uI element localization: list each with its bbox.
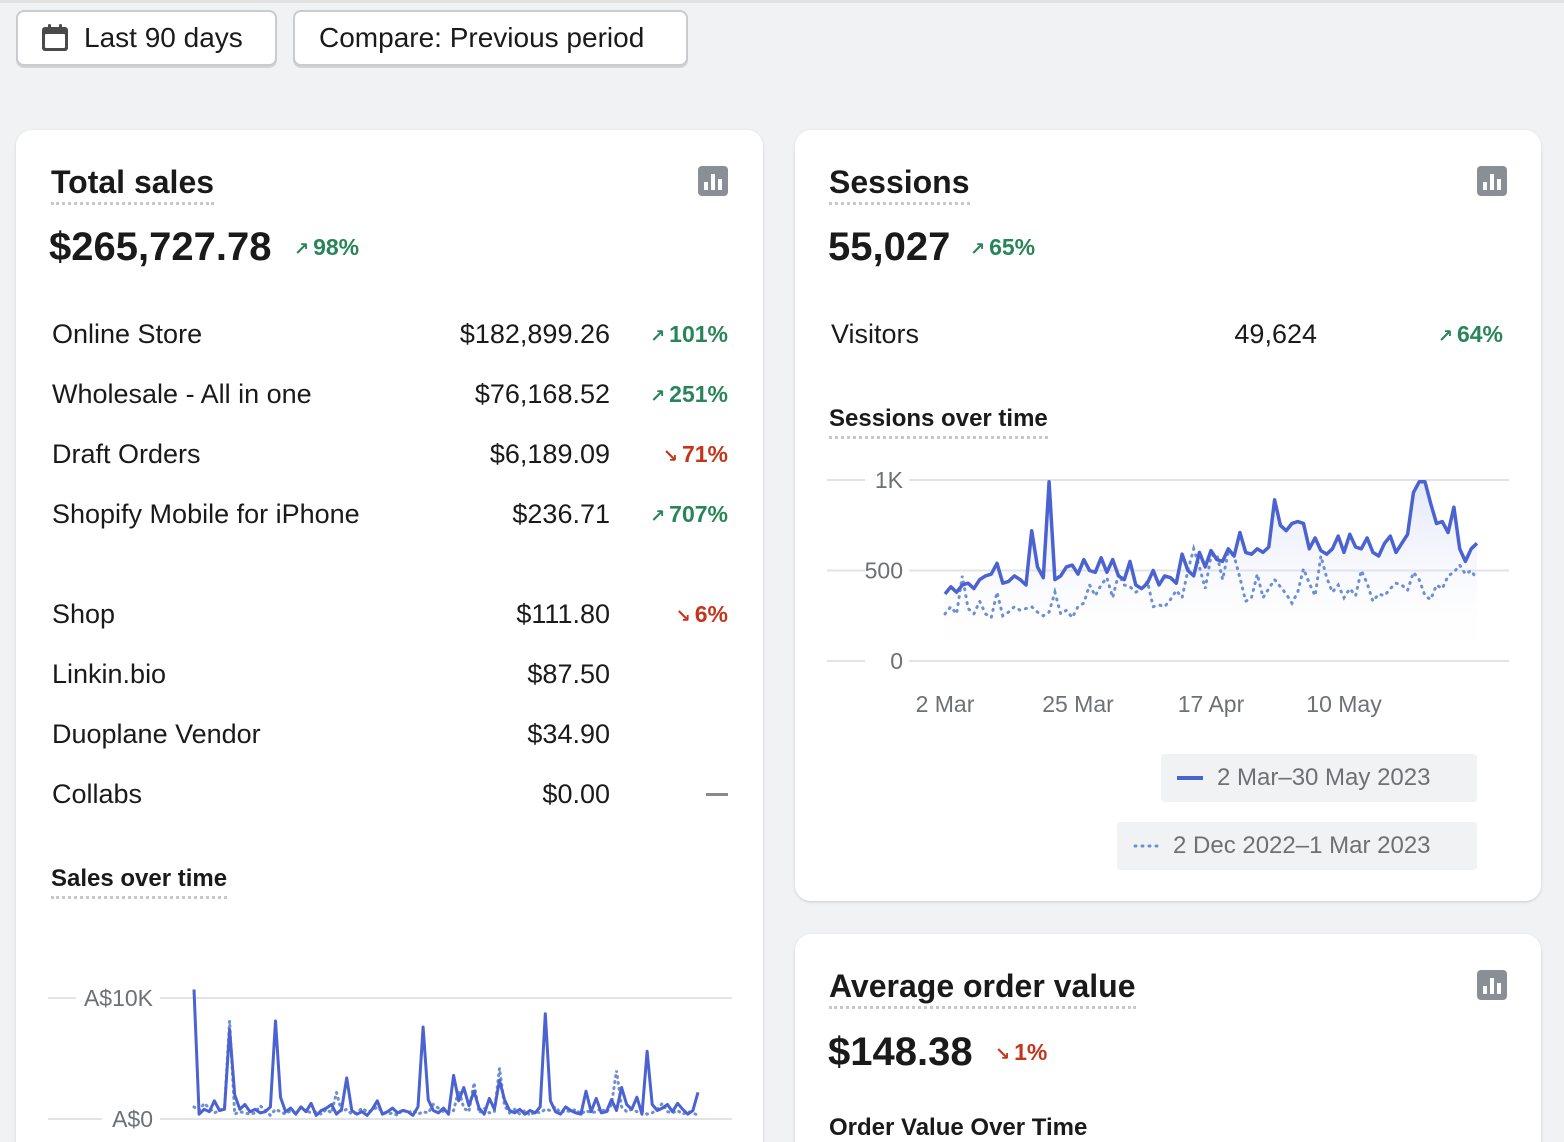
channel-value: $182,899.26 xyxy=(459,319,610,349)
date-range-button[interactable]: Last 90 days xyxy=(16,10,277,66)
channel-row: Online Store $182,899.26 ↗ 101% xyxy=(52,314,728,354)
channel-row: Shopify Mobile for iPhone $236.71 ↗ 707% xyxy=(52,494,728,534)
channel-value: $87.50 xyxy=(527,659,610,689)
date-range-label: Last 90 days xyxy=(84,22,243,53)
no-change-dash xyxy=(706,793,728,796)
total-sales-card: Total sales $265,727.78 ↗ 98% Online Stor… xyxy=(16,130,763,1142)
visitors-delta: ↗ 64% xyxy=(1437,321,1503,347)
sessions-chart-title[interactable]: Sessions over time xyxy=(829,405,1048,439)
channel-name: Shopify Mobile for iPhone xyxy=(52,499,360,529)
sessions-card: Sessions 55,027 ↗ 65% Visitors 49,624 ↗ 64… xyxy=(795,130,1541,901)
channel-name: Collabs xyxy=(52,779,143,809)
y-tick-label: 500 xyxy=(865,558,903,584)
up-arrow-icon: ↗ xyxy=(650,506,666,526)
up-arrow-icon: ↗ xyxy=(650,386,666,406)
bar-chart-icon[interactable] xyxy=(1477,970,1507,1000)
channel-name: Online Store xyxy=(52,319,203,349)
y-tick-0: A$0 xyxy=(112,1106,153,1132)
compare-label: Compare: Previous period xyxy=(319,22,645,53)
aov-title[interactable]: Average order value xyxy=(829,968,1136,1009)
channel-value: $0.00 xyxy=(542,779,610,809)
legend-previous-period[interactable]: 2 Dec 2022–1 Mar 2023 xyxy=(1117,822,1477,870)
total-sales-delta: ↗ 98% xyxy=(294,234,360,260)
average-order-value-card: Average order value $148.38 ↘ 1% Order Va… xyxy=(795,934,1541,1142)
current-period-area xyxy=(945,481,1477,661)
channel-row: Draft Orders $6,189.09 ↘ 71% xyxy=(52,434,728,474)
x-tick-label: 17 Apr xyxy=(1178,691,1245,717)
channel-change: ↘ 6% xyxy=(675,601,728,627)
sales-previous-line xyxy=(192,1020,700,1118)
visitors-row: Visitors 49,624 ↗ 64% xyxy=(831,314,1503,354)
legend-current-label: 2 Mar–30 May 2023 xyxy=(1217,764,1431,791)
channel-change: ↗ 707% xyxy=(650,501,728,527)
x-tick-label: 10 May xyxy=(1306,691,1382,717)
top-divider xyxy=(0,0,1564,3)
total-sales-value: $265,727.78 xyxy=(49,225,272,269)
channel-row: Shop $111.80 ↘ 6% xyxy=(52,594,728,634)
solid-line-swatch-icon xyxy=(1177,776,1203,780)
channel-change: ↗ 101% xyxy=(650,321,728,347)
up-arrow-icon: ↗ xyxy=(970,239,986,259)
aov-value: $148.38 xyxy=(828,1030,973,1074)
calendar-icon xyxy=(42,24,68,51)
down-arrow-icon: ↘ xyxy=(675,606,691,626)
sales-chart-title[interactable]: Sales over time xyxy=(51,865,228,899)
channel-name: Linkin.bio xyxy=(52,659,167,689)
up-arrow-icon: ↗ xyxy=(1437,326,1453,346)
bar-chart-icon[interactable] xyxy=(698,166,728,196)
channel-name: Shop xyxy=(52,599,116,629)
channel-row: Collabs $0.00 xyxy=(52,774,728,814)
channel-name: Duoplane Vendor xyxy=(52,719,261,749)
compare-button[interactable]: Compare: Previous period xyxy=(293,10,688,66)
sessions-title[interactable]: Sessions xyxy=(829,164,970,205)
visitors-value: 49,624 xyxy=(1234,319,1317,349)
sales-over-time-chart: A$10K A$0 xyxy=(48,984,732,1133)
channel-value: $6,189.09 xyxy=(489,439,610,469)
channel-value: $111.80 xyxy=(516,599,610,629)
visitors-label: Visitors xyxy=(831,319,920,349)
bar-chart-icon[interactable] xyxy=(1477,166,1507,196)
y-tick-10k: A$10K xyxy=(84,985,154,1011)
sales-current-line xyxy=(192,989,700,1117)
down-arrow-icon: ↘ xyxy=(995,1044,1011,1064)
channel-row: Duoplane Vendor $34.90 xyxy=(52,714,728,754)
channel-value: $34.90 xyxy=(527,719,610,749)
current-period-line xyxy=(943,480,1479,596)
y-tick-label: 0 xyxy=(890,648,903,674)
channel-row: Linkin.bio $87.50 xyxy=(52,654,728,694)
channel-value: $236.71 xyxy=(512,499,610,529)
x-tick-label: 25 Mar xyxy=(1042,691,1114,717)
channel-value: $76,168.52 xyxy=(474,379,610,409)
down-arrow-icon: ↘ xyxy=(662,446,678,466)
up-arrow-icon: ↗ xyxy=(650,326,666,346)
channel-change: ↘ 71% xyxy=(662,441,728,467)
aov-chart-title[interactable]: Order Value Over Time xyxy=(829,1114,1087,1142)
dotted-line-swatch-icon xyxy=(1133,844,1159,848)
sessions-delta: ↗ 65% xyxy=(970,234,1036,260)
channel-name: Draft Orders xyxy=(52,439,201,469)
sessions-over-time-chart: 1K 500 0 2 Mar 25 Mar 17 Apr 10 May xyxy=(827,466,1509,717)
legend-current-period[interactable]: 2 Mar–30 May 2023 xyxy=(1161,754,1477,802)
previous-period-line xyxy=(943,543,1479,621)
aov-delta: ↘ 1% xyxy=(995,1039,1048,1065)
x-tick-label: 2 Mar xyxy=(916,691,975,717)
channel-change: ↗ 251% xyxy=(650,381,728,407)
y-tick-label: 1K xyxy=(875,467,904,493)
channel-name: Wholesale - All in one xyxy=(52,379,312,409)
up-arrow-icon: ↗ xyxy=(294,239,310,259)
legend-previous-label: 2 Dec 2022–1 Mar 2023 xyxy=(1173,832,1431,859)
sessions-value: 55,027 xyxy=(828,225,951,269)
total-sales-title[interactable]: Total sales xyxy=(51,164,215,205)
channel-row: Wholesale - All in one $76,168.52 ↗ 251% xyxy=(52,374,728,414)
